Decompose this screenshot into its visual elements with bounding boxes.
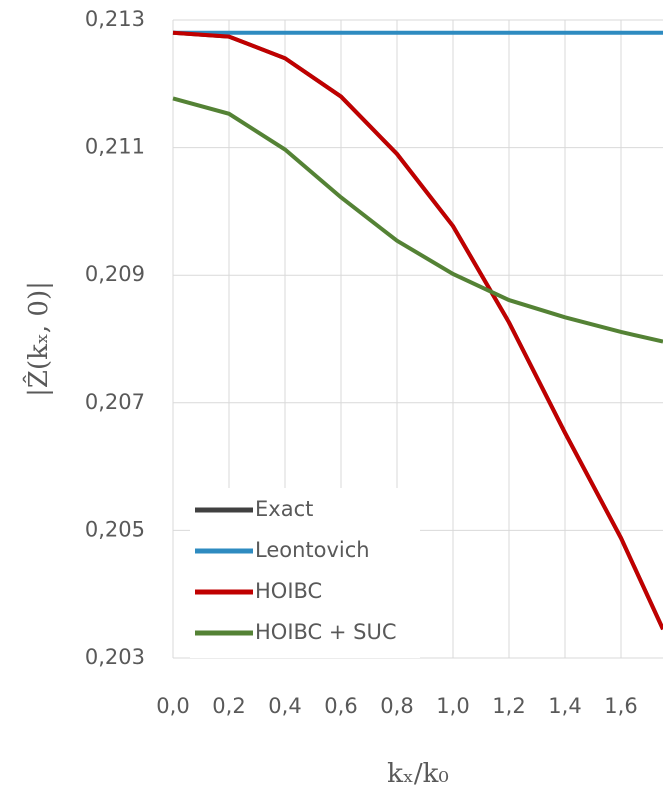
- x-tick-label: 0,8: [380, 694, 413, 718]
- x-tick-label: 1,6: [604, 694, 637, 718]
- y-tick-label: 0,213: [85, 7, 145, 31]
- y-tick-label: 0,209: [85, 262, 145, 286]
- x-axis-label: kₓ/k₀: [387, 759, 449, 789]
- x-tick-label: 1,4: [548, 694, 581, 718]
- x-tick-label: 0,0: [156, 694, 189, 718]
- y-tick-label: 0,211: [85, 135, 145, 159]
- x-tick-label: 1,0: [436, 694, 469, 718]
- x-tick-label: 0,2: [212, 694, 245, 718]
- x-tick-label: 0,4: [268, 694, 301, 718]
- series-line: [172, 30, 663, 631]
- y-tick-label: 0,207: [85, 390, 145, 414]
- legend-box: [190, 488, 420, 658]
- x-tick-label: 0,6: [324, 694, 357, 718]
- y-axis-label: |Ẑ(kₓ, 0)|: [22, 281, 54, 397]
- legend-label: HOIBC: [255, 579, 322, 603]
- x-tick-label: 1,2: [492, 694, 525, 718]
- y-tick-label: 0,205: [85, 517, 145, 541]
- legend-label: Leontovich: [255, 538, 370, 562]
- series-line: [172, 96, 663, 344]
- legend-label: Exact: [255, 497, 313, 521]
- y-tick-label: 0,203: [85, 645, 145, 669]
- legend-label: HOIBC + SUC: [255, 620, 397, 644]
